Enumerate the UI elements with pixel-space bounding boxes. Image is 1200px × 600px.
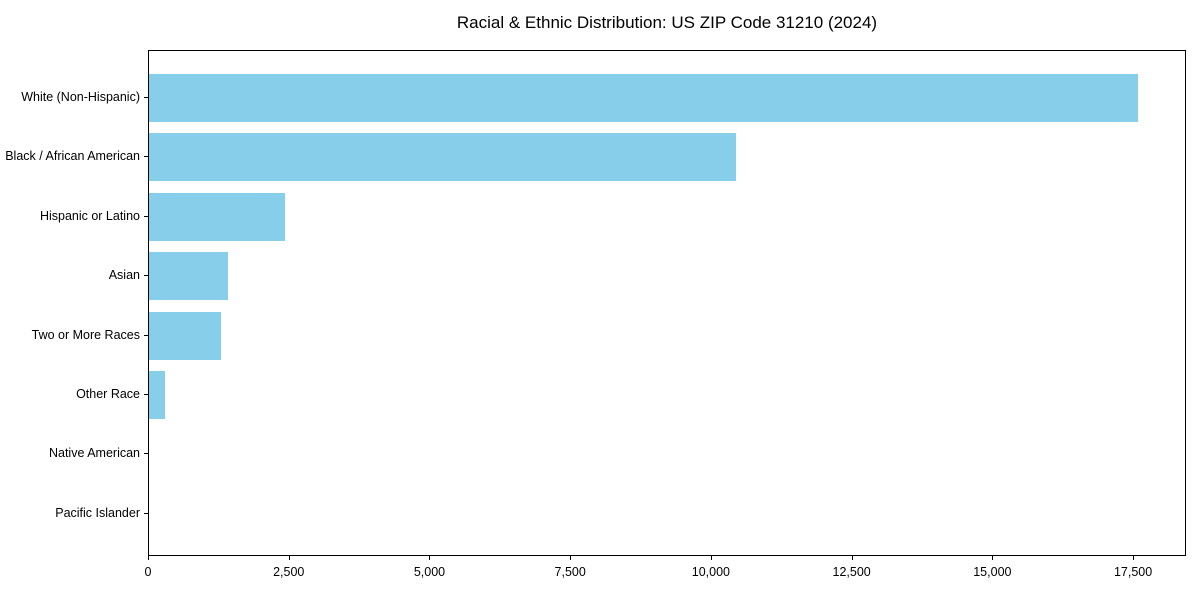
- x-tick-mark: [148, 556, 149, 560]
- bar: [149, 74, 1139, 122]
- x-tick-label: 17,500: [1113, 565, 1153, 579]
- y-tick-label: Two or More Races: [31, 327, 140, 342]
- x-tick-label: 7,500: [554, 565, 586, 579]
- x-tick-label: 2,500: [273, 565, 305, 579]
- y-tick-label: Asian: [108, 268, 140, 283]
- y-tick-label: White (Non-Hispanic): [21, 90, 140, 104]
- y-tick-label: Other Race: [76, 387, 140, 401]
- y-tick-mark: [144, 97, 148, 98]
- x-tick-mark: [992, 556, 994, 560]
- x-tick-mark: [570, 556, 572, 560]
- y-tick-label: Pacific Islander: [55, 505, 140, 520]
- x-tick-label: 15,000: [973, 565, 1012, 579]
- y-tick-mark: [144, 334, 148, 336]
- bar: [149, 133, 737, 182]
- chart-title: Racial & Ethnic Distribution: US ZIP Cod…: [456, 13, 878, 32]
- x-tick-label: 5,000: [413, 565, 446, 579]
- y-tick-mark: [144, 156, 148, 158]
- bar: [149, 311, 222, 360]
- x-tick-label: 0: [144, 565, 152, 579]
- y-tick-mark: [144, 453, 148, 455]
- y-tick-label: Hispanic or Latino: [39, 208, 140, 223]
- x-tick-mark: [1133, 556, 1135, 560]
- y-tick-mark: [144, 275, 148, 277]
- y-tick-label: Black / African American: [5, 149, 140, 164]
- bar: [149, 192, 286, 241]
- y-tick-mark: [144, 394, 148, 395]
- x-tick-mark: [851, 556, 853, 560]
- y-tick-label: Native American: [48, 446, 140, 461]
- x-tick-mark: [710, 556, 712, 560]
- bar: [149, 252, 228, 301]
- y-tick-mark: [144, 512, 148, 514]
- x-tick-mark: [288, 556, 290, 560]
- bar: [149, 371, 166, 419]
- y-tick-mark: [144, 215, 148, 217]
- x-tick-mark: [429, 556, 431, 560]
- plot-area: [148, 50, 1186, 556]
- x-tick-label: 10,000: [691, 565, 731, 579]
- x-tick-label: 12,500: [832, 565, 871, 579]
